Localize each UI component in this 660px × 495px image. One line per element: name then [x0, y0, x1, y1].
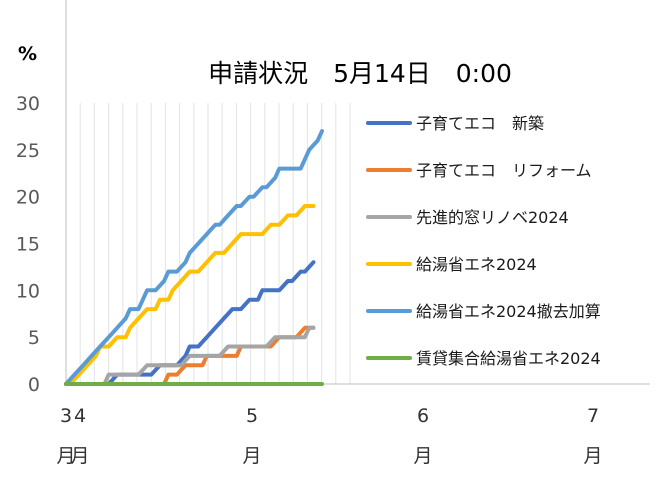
- series-line-1: [64, 260, 316, 386]
- y-tick-label: 25: [16, 140, 40, 162]
- legend-label: 給湯省エネ2024: [416, 255, 537, 274]
- x-tick-month: 月: [242, 445, 261, 467]
- x-tick-month: 月: [56, 445, 75, 467]
- legend-label: 先進的窓リノベ2024: [416, 208, 569, 227]
- x-tick-number: 4: [74, 405, 86, 427]
- legend-label: 子育てエコ 新築: [416, 114, 544, 133]
- x-tick-number: 3: [60, 405, 72, 427]
- chart-title: 申請状況 5月14日 0:00: [208, 59, 512, 88]
- y-tick-label: 15: [16, 234, 40, 256]
- legend-label: 給湯省エネ2024撤去加算: [416, 302, 601, 321]
- x-tick-labels: 3 月 4 月 5 月 6 月 7 月: [56, 405, 602, 467]
- x-tick-number: 6: [417, 405, 429, 427]
- y-tick-label: 20: [16, 187, 40, 209]
- legend-label: 賃貸集合給湯省エネ2024: [416, 349, 601, 368]
- y-tick-label: 0: [28, 374, 40, 396]
- y-axis-unit: %: [18, 43, 37, 65]
- series-lines: [64, 129, 324, 386]
- y-tick-label: 10: [16, 280, 40, 302]
- x-tick-month: 月: [583, 445, 602, 467]
- axes: [65, 0, 650, 385]
- x-tick-month: 月: [70, 445, 89, 467]
- x-tick-month: 月: [413, 445, 432, 467]
- x-tick-number: 7: [587, 405, 599, 427]
- series-line-5: [64, 129, 324, 386]
- y-tick-label: 5: [28, 327, 40, 349]
- legend-label: 子育てエコ リフォーム: [416, 161, 592, 180]
- plot-grid: [65, 103, 351, 384]
- y-tick-label: 30: [16, 93, 40, 115]
- series-line-3: [64, 325, 316, 386]
- y-tick-labels: 0 5 10 15 20 25 30: [16, 93, 40, 396]
- x-tick-number: 5: [246, 405, 258, 427]
